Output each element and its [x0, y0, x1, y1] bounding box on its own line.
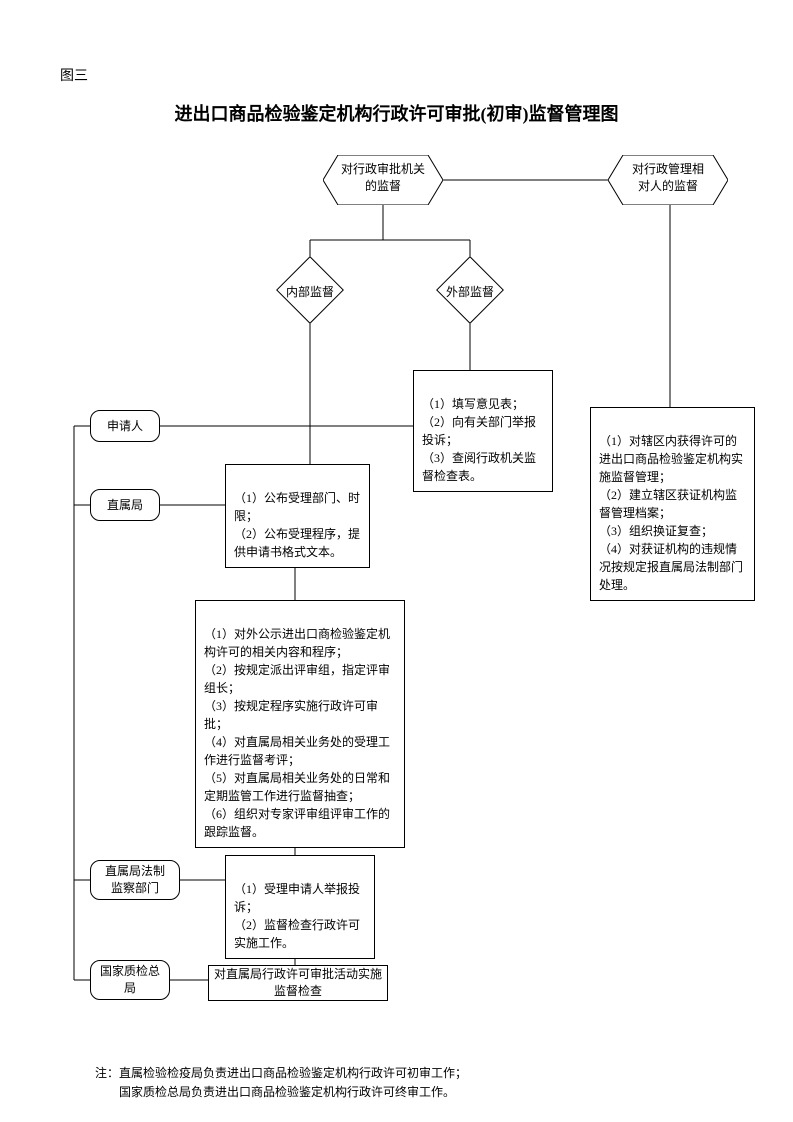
textbox-legal: （1）受理申请人举报投诉； （2）监督检查行政许可实施工作。 — [225, 855, 375, 959]
footnote: 注：直属检验检疫局负责进出口商品检验鉴定机构行政许可初审工作； 国家质检总局负责… — [95, 1045, 467, 1103]
page-label: 图三 — [60, 65, 88, 85]
textbox-admin-subject: （1）对辖区内获得许可的进出口商品检验鉴定机构实施监督管理； （2）建立辖区获证… — [590, 407, 755, 601]
textbox-aqsiq: 对直属局行政许可审批活动实施监督检查 — [208, 965, 388, 1001]
rbox-legal-dept: 直属局法制 监察部门 — [90, 860, 180, 900]
textbox-main: （1）对外公示进出口商检验鉴定机构许可的相关内容和程序； （2）按规定派出评审组… — [195, 600, 405, 848]
hexagon-approval-authority — [323, 155, 443, 205]
textbox-bureau: （1）公布受理部门、时限； （2）公布受理程序，提供申请书格式文本。 — [225, 464, 370, 568]
diamond-internal-supervision — [276, 256, 344, 324]
rbox-bureau: 直属局 — [90, 489, 160, 521]
hexagon-admin-subject — [608, 155, 728, 205]
diagram-title: 进出口商品检验鉴定机构行政许可审批(初审)监督管理图 — [0, 100, 793, 126]
diamond-external-supervision — [436, 256, 504, 324]
rbox-aqsiq: 国家质检总 局 — [90, 960, 170, 1000]
rbox-applicant: 申请人 — [90, 410, 160, 442]
textbox-external-supervision: （1）填写意见表； （2）向有关部门举报投诉； （3）查阅行政机关监督检查表。 — [413, 370, 553, 492]
